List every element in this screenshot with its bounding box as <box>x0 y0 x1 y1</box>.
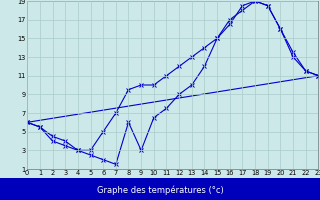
Text: Graphe des températures (°c): Graphe des températures (°c) <box>97 185 223 195</box>
